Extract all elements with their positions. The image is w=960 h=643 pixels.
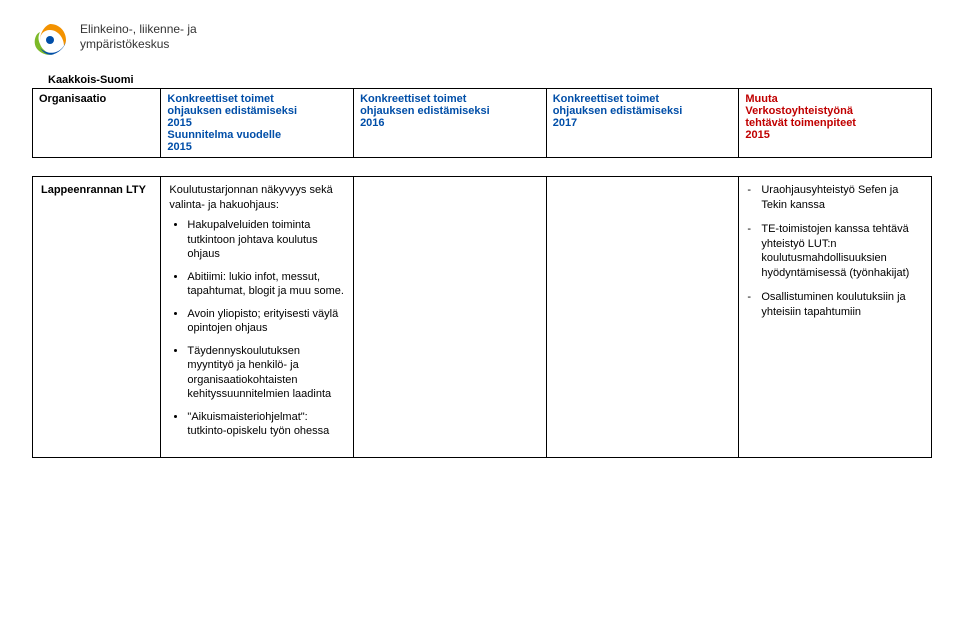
col2-section-title: Koulutustarjonnan näkyvyys sekä valinta-… bbox=[169, 183, 345, 212]
th-muuta: Muuta Verkostoyhteistyönä tehtävät toime… bbox=[739, 89, 932, 158]
cell-col2: Koulutustarjonnan näkyvyys sekä valinta-… bbox=[161, 177, 354, 458]
cell-org: Lappeenrannan LTY bbox=[33, 177, 161, 458]
list-item: Avoin yliopisto; erityisesti väylä opint… bbox=[187, 307, 345, 336]
logo-line-2: ympäristökeskus bbox=[80, 37, 169, 51]
logo-text: Elinkeino-, liikenne- ja ympäristökeskus bbox=[80, 20, 197, 52]
header-table: Organisaatio Konkreettiset toimet ohjauk… bbox=[32, 88, 932, 158]
list-item: TE-toimistojen kanssa tehtävä yhteistyö … bbox=[747, 222, 923, 280]
cell-col4 bbox=[546, 177, 739, 458]
logo-line-1: Elinkeino-, liikenne- ja bbox=[80, 22, 197, 36]
region-label: Kaakkois-Suomi bbox=[48, 74, 930, 86]
th-2015-plan: Konkreettiset toimet ohjauksen edistämis… bbox=[161, 89, 354, 158]
cell-col5: Uraohjausyhteistyö Sefen ja Tekin kanssa… bbox=[739, 177, 932, 458]
list-item: Täydennyskoulutuksen myyntityö ja henkil… bbox=[187, 344, 345, 402]
th-organisaatio: Organisaatio bbox=[33, 89, 161, 158]
th-2016: Konkreettiset toimet ohjauksen edistämis… bbox=[354, 89, 547, 158]
list-item: Abitiimi: lukio infot, messut, tapahtuma… bbox=[187, 270, 345, 299]
col5-dashes: Uraohjausyhteistyö Sefen ja Tekin kanssa… bbox=[747, 183, 923, 319]
table-row: Lappeenrannan LTY Koulutustarjonnan näky… bbox=[33, 177, 932, 458]
content-table: Lappeenrannan LTY Koulutustarjonnan näky… bbox=[32, 176, 932, 458]
list-item: Osallistuminen koulutuksiin ja yhteisiin… bbox=[747, 290, 923, 319]
logo-block: Elinkeino-, liikenne- ja ympäristökeskus bbox=[30, 20, 930, 60]
list-item: Hakupalveluiden toiminta tutkintoon joht… bbox=[187, 218, 345, 262]
list-item: Uraohjausyhteistyö Sefen ja Tekin kanssa bbox=[747, 183, 923, 212]
list-item: "Aikuismaisteriohjelmat": tutkinto-opisk… bbox=[187, 410, 345, 439]
col2-bullets: Hakupalveluiden toiminta tutkintoon joht… bbox=[169, 218, 345, 439]
ely-logo-icon bbox=[30, 20, 70, 60]
th-2017: Konkreettiset toimet ohjauksen edistämis… bbox=[546, 89, 739, 158]
cell-col3 bbox=[354, 177, 547, 458]
